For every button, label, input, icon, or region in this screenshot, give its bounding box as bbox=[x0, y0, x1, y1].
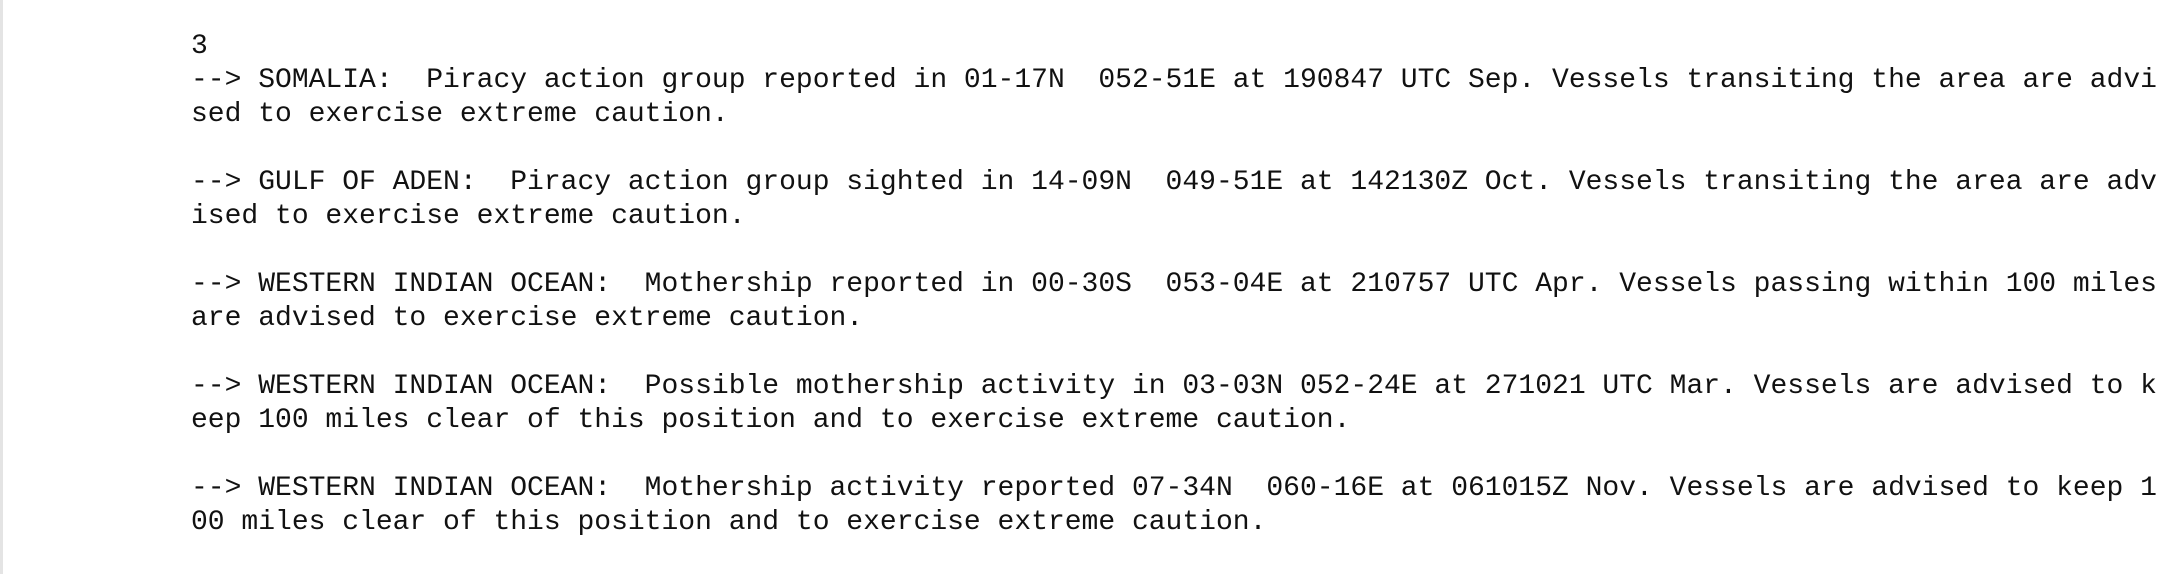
warning-entry: --> WESTERN INDIAN OCEAN: Possible mothe… bbox=[191, 371, 2157, 436]
page-number: 3 bbox=[191, 31, 208, 62]
warning-entry: --> SOMALIA: Piracy action group reporte… bbox=[191, 65, 2157, 130]
warning-entry: --> WESTERN INDIAN OCEAN: Mothership rep… bbox=[191, 269, 2174, 334]
warning-entry: --> WESTERN INDIAN OCEAN: Mothership act… bbox=[191, 473, 2157, 538]
document: 3 --> SOMALIA: Piracy action group repor… bbox=[191, 30, 2157, 574]
warning-entry: --> GULF OF ADEN: Piracy action group si… bbox=[191, 167, 2157, 232]
window-edge bbox=[0, 0, 3, 574]
